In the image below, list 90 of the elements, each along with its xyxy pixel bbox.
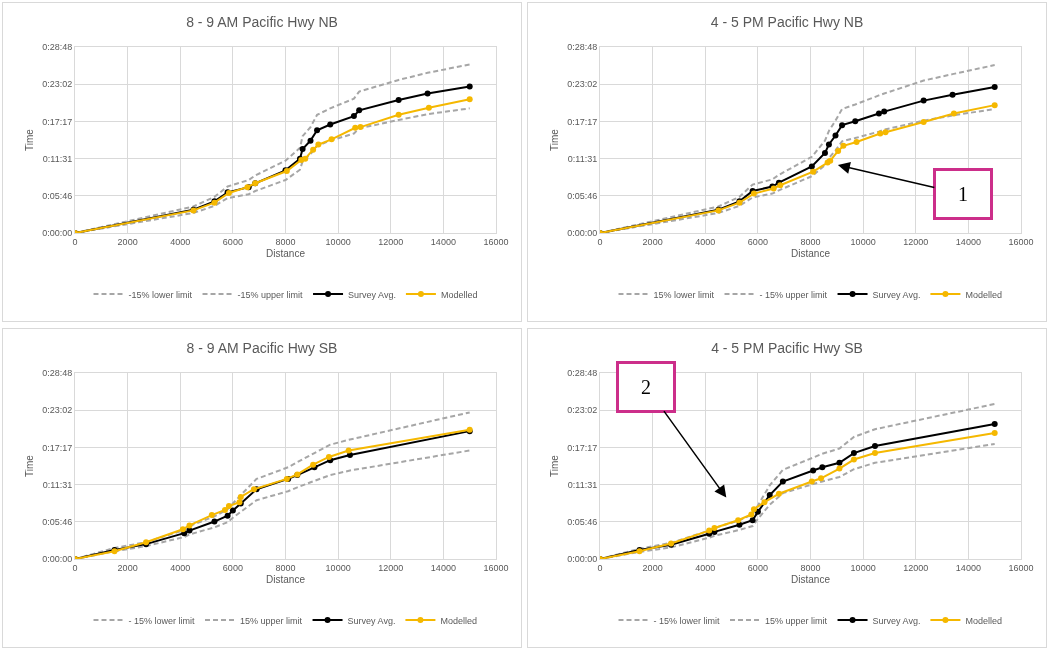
y-tick-label: 0:23:02	[42, 79, 73, 90]
x-tick-label: 14000	[430, 236, 456, 247]
legend-label: 15% lower limit	[653, 289, 715, 300]
x-tick-label: 6000	[747, 562, 768, 573]
legend-label: - 15% lower limit	[128, 615, 196, 626]
y-tick-label: 0:17:17	[42, 442, 73, 453]
x-tick-label: 8000	[275, 236, 296, 247]
y-axis-title: Time	[24, 128, 36, 151]
x-tick-label: 14000	[955, 562, 981, 573]
x-tick-label: 2000	[642, 236, 663, 247]
x-tick-label: 2000	[642, 562, 663, 573]
x-tick-label: 10000	[850, 236, 876, 247]
x-tick-label: 12000	[378, 236, 404, 247]
chart-title: 4 - 5 PM Pacific Hwy SB	[711, 340, 863, 357]
y-tick-label: 0:05:46	[42, 516, 73, 527]
legend-label: - 15% upper limit	[759, 289, 828, 300]
y-tick-label: 0:11:31	[42, 153, 73, 164]
y-tick-label: 0:11:31	[567, 153, 598, 164]
x-tick-label: 12000	[378, 562, 404, 573]
legend-label: Survey Avg.	[872, 289, 921, 300]
x-tick-label: 2000	[117, 562, 138, 573]
y-axis-title: Time	[24, 454, 36, 477]
legend-label: Survey Avg.	[347, 615, 396, 626]
x-tick-label: 16000	[1008, 236, 1034, 247]
x-tick-label: 0	[597, 236, 603, 247]
x-tick-label: 6000	[747, 236, 768, 247]
legend-label: -15% upper limit	[237, 289, 304, 300]
legend-label: 15% upper limit	[240, 615, 303, 626]
x-tick-label: 16000	[483, 236, 509, 247]
y-tick-label: 0:00:00	[42, 554, 73, 565]
x-tick-label: 4000	[170, 562, 191, 573]
y-tick-label: 0:00:00	[567, 554, 598, 565]
y-tick-label: 0:05:46	[567, 516, 598, 527]
x-tick-label: 14000	[955, 236, 981, 247]
x-tick-label: 8000	[800, 236, 821, 247]
x-tick-label: 10000	[325, 562, 351, 573]
legend-label: 15% upper limit	[765, 615, 828, 626]
legend-label: Survey Avg.	[348, 289, 396, 300]
legend-label: Modelled	[440, 615, 477, 626]
y-tick-label: 0:28:48	[567, 368, 598, 379]
y-tick-label: 0:11:31	[42, 479, 73, 490]
chart-title: 4 - 5 PM Pacific Hwy NB	[710, 14, 864, 31]
x-tick-label: 16000	[483, 562, 509, 573]
legend-label: - 15% lower limit	[653, 615, 721, 626]
chart-title: 8 - 9 AM Pacific Hwy NB	[186, 14, 338, 31]
y-tick-label: 0:05:46	[42, 190, 73, 201]
x-tick-label: 12000	[903, 562, 929, 573]
x-tick-label: 14000	[430, 562, 456, 573]
x-tick-label: 6000	[222, 562, 243, 573]
y-tick-label: 0:17:17	[567, 442, 598, 453]
annotation: 1	[948, 183, 978, 205]
y-tick-label: 0:17:17	[567, 116, 598, 127]
x-axis-title: Distance	[266, 248, 306, 260]
y-tick-label: 0:00:00	[567, 228, 598, 239]
annotation: 2	[631, 376, 661, 398]
legend-label: Modelled	[440, 289, 478, 300]
x-tick-label: 2000	[117, 236, 138, 247]
x-tick-label: 4000	[170, 236, 191, 247]
x-tick-label: 8000	[275, 562, 296, 573]
y-tick-label: 0:23:02	[42, 405, 73, 416]
x-tick-label: 8000	[800, 562, 821, 573]
x-tick-label: 10000	[850, 562, 876, 573]
y-tick-label: 0:05:46	[567, 190, 598, 201]
legend-label: Modelled	[965, 615, 1002, 626]
y-tick-label: 0:28:48	[42, 368, 73, 379]
y-tick-label: 0:17:17	[42, 116, 73, 127]
y-tick-label: 0:23:02	[567, 405, 598, 416]
x-tick-label: 12000	[903, 236, 929, 247]
chart-title: 8 - 9 AM Pacific Hwy SB	[186, 340, 338, 357]
legend-label: Survey Avg.	[872, 615, 921, 626]
legend-label: -15% lower limit	[128, 289, 193, 300]
y-tick-label: 0:11:31	[567, 479, 598, 490]
x-axis-title: Distance	[791, 248, 831, 260]
x-tick-label: 10000	[325, 236, 351, 247]
y-axis-title: Time	[549, 128, 561, 151]
x-tick-label: 4000	[695, 236, 716, 247]
y-tick-label: 0:28:48	[42, 42, 73, 53]
y-axis-title: Time	[549, 454, 561, 477]
legend-label: Modelled	[965, 289, 1002, 300]
x-axis-title: Distance	[791, 574, 831, 586]
x-tick-label: 0	[597, 562, 603, 573]
x-tick-label: 4000	[695, 562, 716, 573]
y-tick-label: 0:28:48	[567, 42, 598, 53]
x-tick-label: 16000	[1008, 562, 1034, 573]
x-tick-label: 0	[72, 236, 78, 247]
x-tick-label: 6000	[222, 236, 243, 247]
x-axis-title: Distance	[266, 574, 306, 586]
y-tick-label: 0:00:00	[42, 228, 73, 239]
y-tick-label: 0:23:02	[567, 79, 598, 90]
x-tick-label: 0	[72, 562, 78, 573]
